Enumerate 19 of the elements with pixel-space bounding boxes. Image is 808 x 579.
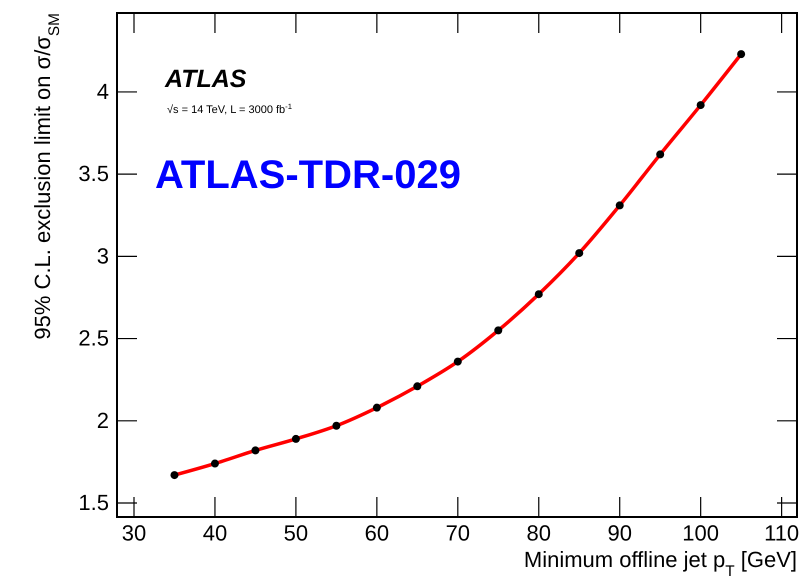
x-tick-label: 40 bbox=[202, 520, 228, 546]
y-tick-label: 3 bbox=[96, 243, 109, 268]
x-axis-title: Minimum offline jet p$_{T}$ [GeV] bbox=[524, 547, 797, 579]
annotation: ATLAS bbox=[164, 65, 247, 93]
y-tick-label: 2 bbox=[96, 408, 109, 433]
y-tick-label: 1.5 bbox=[78, 490, 109, 516]
y-tick-label: 3.5 bbox=[78, 161, 109, 186]
x-tick-label: 30 bbox=[122, 520, 146, 546]
x-tick-label: 50 bbox=[284, 520, 308, 546]
x-tick-label: 90 bbox=[607, 520, 632, 546]
x-tick-label: 70 bbox=[446, 520, 470, 546]
y-tick-label: 2.5 bbox=[78, 326, 109, 351]
annotation: √s = 14 TeV, L = 3000 fb$^{-1}$ bbox=[167, 102, 292, 116]
x-tick-label: 80 bbox=[526, 520, 552, 546]
y-tick-label: 4 bbox=[96, 78, 109, 104]
x-tick-label: 60 bbox=[364, 520, 390, 546]
annotation: ATLAS-TDR-029 bbox=[155, 153, 461, 197]
x-tick-label: 110 bbox=[764, 520, 800, 546]
x-tick-label: 100 bbox=[682, 520, 720, 546]
